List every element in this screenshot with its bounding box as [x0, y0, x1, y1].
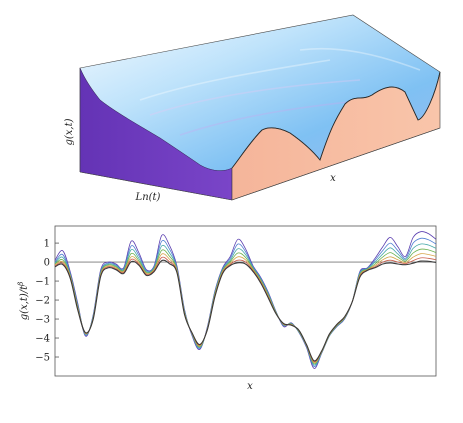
line-plot-x-axis-label: x [247, 381, 253, 392]
y-tick-label: −4 [35, 334, 50, 345]
surface-y-axis-label: Ln(t) [135, 192, 161, 203]
y-label-exponent: β [17, 282, 25, 287]
y-axis-ticks: 1 0 −1 −2 −3 −4 −5 [35, 239, 59, 364]
curve-series-7 [54, 259, 437, 362]
surface-edge [79, 171, 233, 201]
curve-series-group [54, 231, 437, 369]
surface-z-axis-label: g(x,t) [64, 118, 75, 145]
y-tick-label: 0 [44, 258, 50, 269]
plot-frame [54, 225, 437, 377]
surface-x-axis-label: x [330, 173, 336, 184]
surface-plot: g(x,t) Ln(t) x [64, 14, 441, 203]
curve-series-5 [54, 253, 437, 364]
surface-streak [299, 47, 421, 71]
surface-ridge-outline [231, 71, 441, 169]
curve-series-6 [54, 256, 437, 363]
y-tick-label: −2 [35, 296, 50, 307]
surface-streak [149, 79, 361, 116]
curve-series-3 [54, 243, 437, 366]
surface-edge [231, 127, 441, 201]
line-plot-y-axis-label: g(x,t)/tβ [17, 282, 30, 320]
curve-series-4 [54, 248, 437, 365]
line-plot: 1 0 −1 −2 −3 −4 −5 g(x,t)/tβ x [17, 225, 437, 392]
curve-series-1 [54, 231, 437, 369]
y-tick-label: −3 [35, 315, 50, 326]
y-tick-label: −5 [35, 353, 50, 364]
surface-left-wall [79, 67, 233, 201]
y-tick-label: −1 [35, 277, 50, 288]
y-tick-label: 1 [44, 239, 50, 250]
curve-series-2 [54, 237, 437, 367]
surface-streak [139, 59, 331, 101]
y-label-main: g(x,t)/t [19, 285, 30, 320]
